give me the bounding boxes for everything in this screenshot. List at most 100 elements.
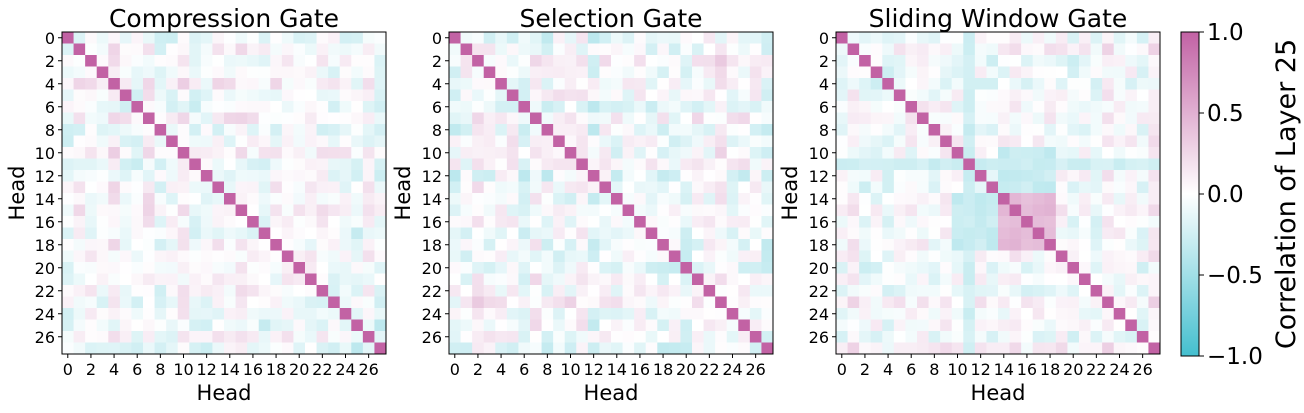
heatmap-cell xyxy=(1125,285,1138,297)
heatmap-cell xyxy=(1021,204,1034,217)
heatmap-cell xyxy=(1055,112,1068,125)
heatmap-cell xyxy=(715,135,728,148)
heatmap-cell xyxy=(692,193,704,205)
heatmap-cell xyxy=(951,273,964,286)
heatmap-cell xyxy=(963,193,976,205)
heatmap-cell xyxy=(258,308,271,320)
heatmap-cell xyxy=(460,285,473,297)
heatmap-cell xyxy=(917,66,929,79)
heatmap-cell xyxy=(247,124,260,136)
heatmap-cell xyxy=(645,135,658,148)
heatmap-cell xyxy=(668,181,681,194)
heatmap-cell xyxy=(1079,89,1091,102)
heatmap-cell xyxy=(611,308,623,320)
heatmap-cell xyxy=(154,181,167,194)
heatmap-cell xyxy=(599,43,612,56)
heatmap-cell xyxy=(622,250,635,263)
heatmap-cell xyxy=(518,43,531,56)
heatmap-cell xyxy=(1032,285,1045,297)
heatmap-cell xyxy=(119,262,132,274)
heatmap-cell xyxy=(847,296,860,309)
heatmap-cell xyxy=(460,78,473,90)
heatmap-cell xyxy=(483,181,496,194)
heatmap-cell xyxy=(189,43,202,56)
heatmap-cell xyxy=(564,55,577,67)
heatmap-cell xyxy=(715,331,728,343)
heatmap-cell xyxy=(270,124,283,136)
heatmap-cell xyxy=(374,78,387,90)
heatmap-cell xyxy=(281,216,294,228)
heatmap-cell xyxy=(905,239,918,251)
heatmap-cell xyxy=(374,66,387,79)
heatmap-cell xyxy=(362,204,375,217)
heatmap-cell xyxy=(998,262,1010,274)
heatmap-cell xyxy=(1021,55,1034,67)
heatmap-cells xyxy=(62,32,387,355)
heatmap-cell xyxy=(495,101,508,113)
heatmap-cell xyxy=(726,158,739,171)
heatmap-cell xyxy=(1055,147,1068,159)
heatmap-cell xyxy=(449,342,461,355)
heatmap-cell xyxy=(374,319,387,332)
heatmap-cell xyxy=(328,147,341,159)
heatmap-cell xyxy=(449,89,461,102)
heatmap-cell xyxy=(1090,158,1103,171)
heatmap-cell xyxy=(73,273,86,286)
heatmap-cell xyxy=(726,78,739,90)
heatmap-cell xyxy=(940,181,953,194)
heatmap-cell xyxy=(657,101,670,113)
heatmap-cell xyxy=(749,331,762,343)
heatmap-cell xyxy=(293,308,306,320)
heatmap-cell xyxy=(940,204,953,217)
x-tick-label: 8 xyxy=(155,360,165,379)
heatmap-cell xyxy=(1044,170,1057,182)
heatmap-cell xyxy=(518,124,531,136)
heatmap-cell xyxy=(1044,101,1057,113)
heatmap-cell xyxy=(1067,135,1080,148)
heatmap-cell xyxy=(963,331,976,343)
heatmap-cell xyxy=(1090,319,1103,332)
heatmap-cell xyxy=(553,319,566,332)
heatmap-cell xyxy=(917,227,929,240)
heatmap-cell xyxy=(281,342,294,355)
heatmap-cell xyxy=(247,78,260,90)
heatmap-cell xyxy=(316,32,329,44)
heatmap-cell xyxy=(362,239,375,251)
heatmap-cell xyxy=(258,181,271,194)
heatmap-cell xyxy=(1009,227,1022,240)
heatmap-cell xyxy=(761,78,774,90)
heatmap-cell xyxy=(460,239,473,251)
heatmap-cell xyxy=(1148,112,1161,125)
heatmap-cell xyxy=(541,32,554,44)
heatmap-cell xyxy=(200,55,213,67)
heatmap-cell xyxy=(680,308,693,320)
heatmap-cell xyxy=(530,296,542,309)
heatmap-cell xyxy=(749,43,762,56)
heatmap-cell xyxy=(530,227,542,240)
heatmap-cell xyxy=(305,66,317,79)
heatmap-cell xyxy=(518,204,531,217)
y-tick-label: 16 xyxy=(35,213,55,232)
x-tick-label: 26 xyxy=(358,360,378,379)
heatmap-cell xyxy=(951,101,964,113)
heatmap-cell xyxy=(62,89,74,102)
x-tick-label: 20 xyxy=(1063,360,1083,379)
heatmap-cell xyxy=(738,262,751,274)
heatmap-cell xyxy=(1032,181,1045,194)
heatmap-cell xyxy=(305,285,317,297)
heatmap-cell xyxy=(85,319,98,332)
heatmap-cell xyxy=(518,147,531,159)
heatmap-cell xyxy=(483,43,496,56)
heatmap-cell xyxy=(328,285,341,297)
heatmap-cell xyxy=(1032,78,1045,90)
heatmap-cell xyxy=(449,193,461,205)
heatmap-cell xyxy=(917,43,929,56)
heatmap-cell xyxy=(634,170,647,182)
heatmap-cell xyxy=(166,170,179,182)
heatmap-cell xyxy=(224,239,236,251)
x-tick-label: 12 xyxy=(970,360,990,379)
heatmap-cell xyxy=(1055,193,1068,205)
heatmap-cell xyxy=(200,112,213,125)
heatmap-cell xyxy=(189,78,202,90)
heatmap-cell xyxy=(1102,273,1115,286)
